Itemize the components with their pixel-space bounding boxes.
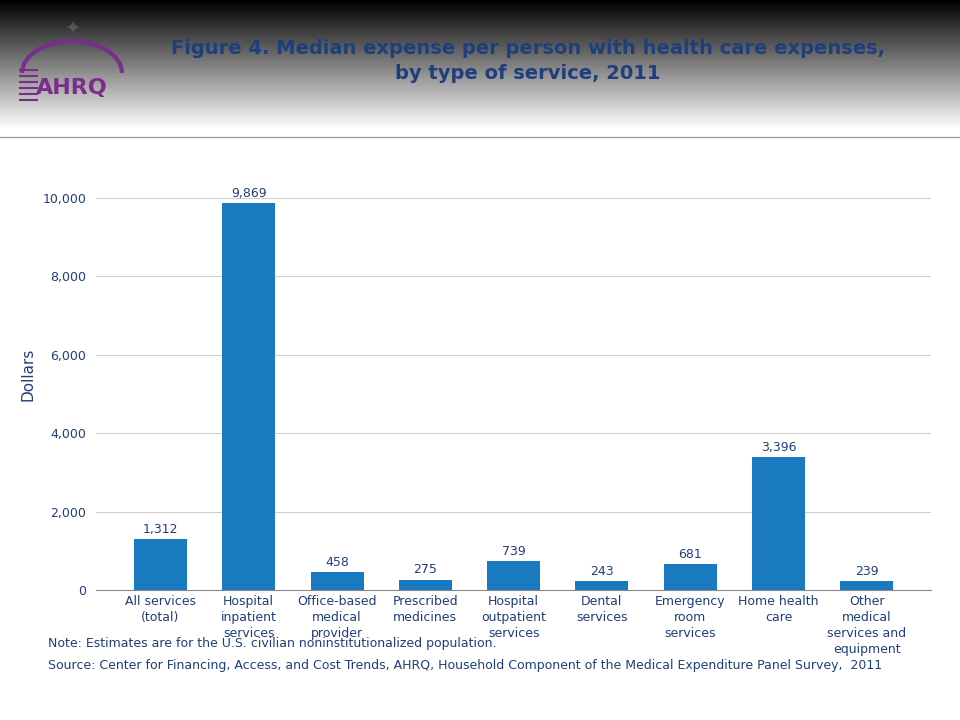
Bar xyxy=(663,564,717,590)
Text: 3,396: 3,396 xyxy=(760,441,796,454)
Bar xyxy=(223,203,276,590)
Bar xyxy=(840,581,893,590)
Bar xyxy=(0,130,960,720)
Bar xyxy=(310,572,364,590)
Bar xyxy=(398,580,452,590)
Bar xyxy=(487,562,540,590)
Bar xyxy=(575,581,629,590)
Text: 1,312: 1,312 xyxy=(143,523,179,536)
Text: 739: 739 xyxy=(502,545,525,558)
Text: 458: 458 xyxy=(325,557,349,570)
Text: Source: Center for Financing, Access, and Cost Trends, AHRQ, Household Component: Source: Center for Financing, Access, an… xyxy=(48,659,882,672)
Bar xyxy=(752,457,804,590)
Text: 239: 239 xyxy=(855,565,878,578)
Text: ✦: ✦ xyxy=(63,19,81,37)
Text: AHRQ: AHRQ xyxy=(36,78,108,98)
Bar xyxy=(134,539,187,590)
Y-axis label: Dollars: Dollars xyxy=(20,348,36,401)
Text: 9,869: 9,869 xyxy=(231,186,267,199)
Text: 275: 275 xyxy=(414,564,437,577)
Text: 243: 243 xyxy=(590,564,613,577)
Text: 681: 681 xyxy=(679,547,702,560)
Text: Figure 4. Median expense per person with health care expenses,
by type of servic: Figure 4. Median expense per person with… xyxy=(171,39,885,84)
Text: Note: Estimates are for the U.S. civilian noninstitutionalized population.: Note: Estimates are for the U.S. civilia… xyxy=(48,637,496,650)
